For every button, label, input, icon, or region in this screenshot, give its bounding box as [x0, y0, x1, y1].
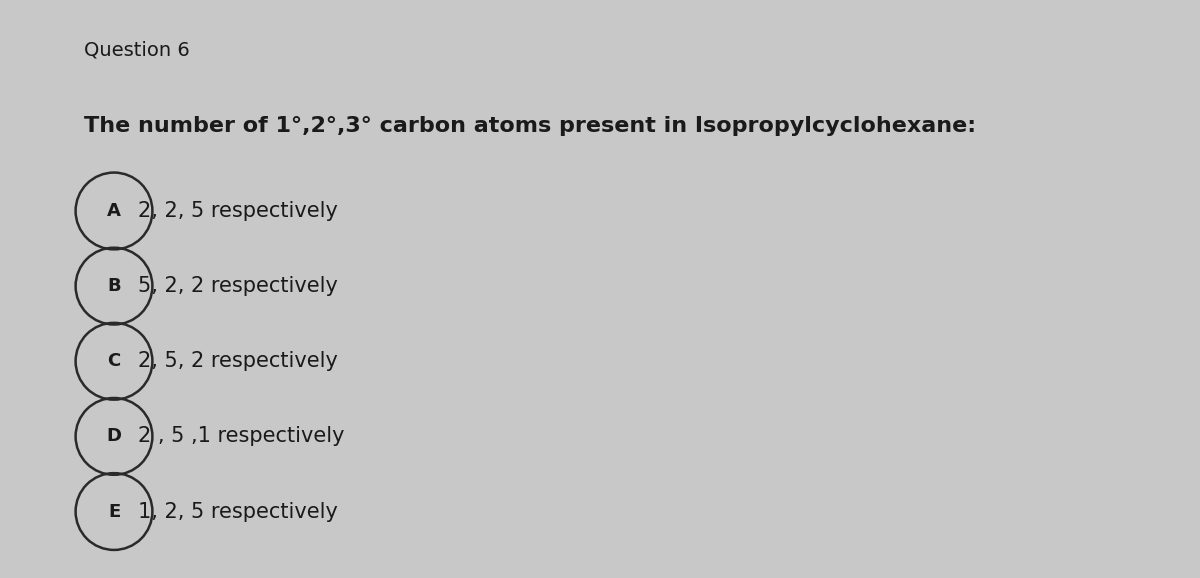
- Text: B: B: [107, 277, 121, 295]
- Text: 2, 5, 2 respectively: 2, 5, 2 respectively: [138, 351, 338, 371]
- Text: 2 , 5 ,1 respectively: 2 , 5 ,1 respectively: [138, 427, 344, 446]
- Text: 1, 2, 5 respectively: 1, 2, 5 respectively: [138, 502, 338, 521]
- Text: 2, 2, 5 respectively: 2, 2, 5 respectively: [138, 201, 338, 221]
- Text: A: A: [107, 202, 121, 220]
- Text: D: D: [107, 427, 121, 446]
- Text: Question 6: Question 6: [84, 40, 190, 60]
- Text: 5, 2, 2 respectively: 5, 2, 2 respectively: [138, 276, 338, 296]
- Text: C: C: [107, 352, 121, 370]
- Text: E: E: [108, 502, 120, 521]
- Text: The number of 1°,2°,3° carbon atoms present in Isopropylcyclohexane:: The number of 1°,2°,3° carbon atoms pres…: [84, 116, 976, 136]
